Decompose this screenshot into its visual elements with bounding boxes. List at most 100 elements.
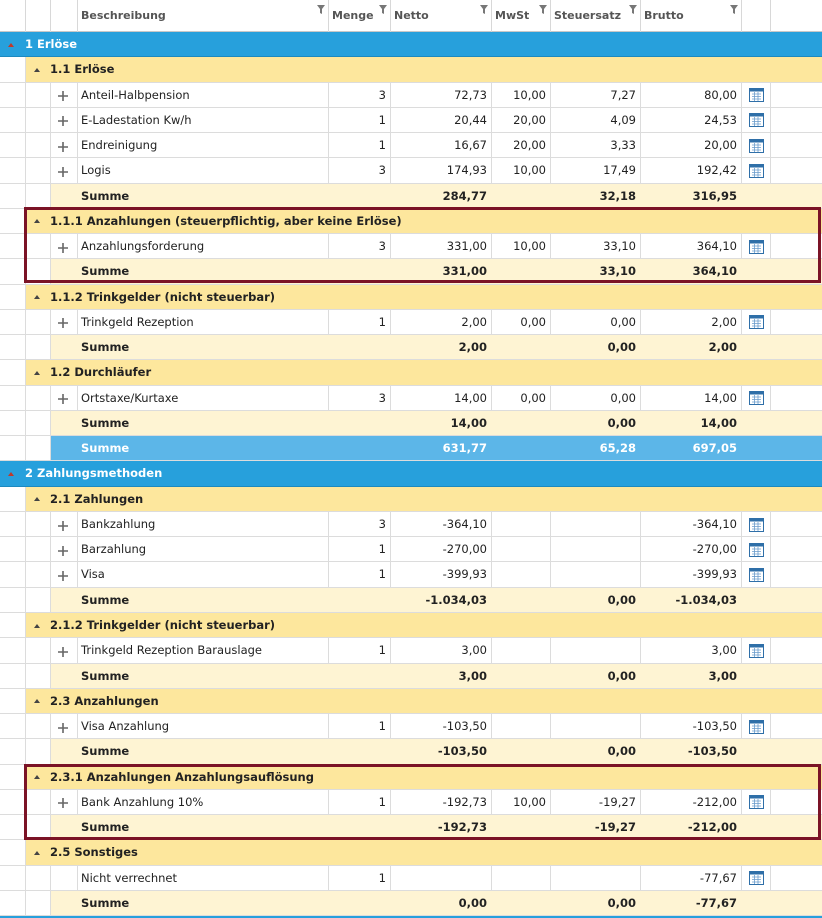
- item-value: 2,00: [461, 314, 487, 329]
- item-value: 0,00: [520, 390, 546, 405]
- expand-icon: [58, 797, 68, 809]
- group-title: 2.1.2 Trinkgelder (nicht steuerbar): [50, 617, 276, 632]
- grid-line: [491, 638, 492, 664]
- calendar-icon[interactable]: [749, 719, 764, 734]
- grid-line: [0, 384, 822, 386]
- calendar-icon[interactable]: [749, 795, 764, 810]
- item-value: 3,33: [610, 138, 636, 153]
- expand-icon: [58, 90, 68, 102]
- group-title: 1.1.1 Anzahlungen (steuerpflichtig, aber…: [50, 213, 402, 228]
- sum-row: [50, 663, 822, 689]
- grid-line: [25, 82, 26, 108]
- sum-row: [50, 739, 822, 765]
- grid-line: [50, 739, 51, 765]
- calendar-icon[interactable]: [749, 138, 764, 153]
- grid-line: [25, 739, 26, 765]
- grid-line: [0, 283, 822, 285]
- group-row: [25, 284, 822, 310]
- expand-icon: [58, 545, 68, 556]
- calendar-icon[interactable]: [749, 542, 764, 557]
- calendar-icon[interactable]: [749, 239, 764, 254]
- grid-line: [328, 82, 329, 108]
- grid-line: [0, 510, 822, 512]
- grid-line: [0, 106, 822, 108]
- grid-line: [50, 537, 51, 563]
- grid-line: [0, 788, 822, 790]
- grid-line: [0, 738, 822, 740]
- grid-line: [25, 764, 26, 790]
- sum-value: -19,27: [594, 820, 636, 835]
- item-value: 10,00: [513, 239, 546, 254]
- item-value: 0,00: [610, 390, 636, 405]
- filter-icon: [317, 3, 325, 14]
- grid-line: [25, 259, 26, 285]
- grid-line: [390, 158, 391, 184]
- section-row: [0, 32, 822, 58]
- item-value: 1: [378, 719, 386, 734]
- item-value: 1: [378, 567, 386, 582]
- group-title: 2.3.1 Anzahlungen Anzahlungsauflösung: [50, 769, 314, 784]
- grid-line: [328, 234, 329, 260]
- calendar-icon[interactable]: [749, 315, 764, 330]
- sum-value: 14,00: [700, 415, 737, 430]
- item-value: 10,00: [513, 794, 546, 809]
- grid-line: [770, 107, 771, 134]
- grid-line: [390, 865, 391, 891]
- calendar-icon[interactable]: [749, 163, 764, 178]
- calendar-icon[interactable]: [749, 517, 764, 532]
- grid-line: [640, 82, 641, 108]
- grid-line: [50, 714, 51, 740]
- sum-value: 14,00: [450, 415, 487, 430]
- calendar-icon[interactable]: [749, 113, 764, 128]
- section-title: 1 Erlöse: [25, 37, 78, 51]
- calendar-icon[interactable]: [749, 871, 764, 886]
- sum-value: 0,00: [458, 895, 487, 910]
- item-value: 7,27: [610, 87, 636, 102]
- grid-line: [25, 865, 26, 891]
- calendar-icon[interactable]: [749, 643, 764, 658]
- grid-line: [25, 486, 26, 512]
- grid-line: [77, 789, 78, 816]
- sum-value: 316,95: [692, 188, 737, 203]
- sum-value: 0,00: [607, 895, 636, 910]
- group-title: 2.3 Anzahlungen: [50, 693, 159, 708]
- grid-line: [77, 107, 78, 134]
- grid-line: [770, 537, 771, 563]
- grid-line: [770, 82, 771, 108]
- grid-line: [390, 0, 391, 32]
- sum-value: 3,00: [708, 668, 737, 683]
- sum-value: 364,10: [692, 264, 737, 279]
- collapse-arrow: [34, 497, 40, 502]
- calendar-icon[interactable]: [749, 568, 764, 583]
- grid-line: [25, 638, 26, 664]
- grid-line: [640, 0, 641, 32]
- item-value: 72,73: [454, 87, 487, 102]
- grid-line: [0, 889, 822, 891]
- sum-label: Summe: [81, 820, 130, 835]
- grid-line: [770, 0, 771, 32]
- grid-line: [741, 714, 742, 740]
- grid-line: [328, 309, 329, 336]
- grid-line: [640, 133, 641, 159]
- item-name: Visa: [81, 567, 105, 582]
- sum-row: [50, 890, 822, 917]
- grid-line: [0, 637, 822, 639]
- calendar-icon[interactable]: [749, 391, 764, 406]
- grid-line: [50, 335, 51, 361]
- expand-icon: [58, 242, 68, 253]
- grid-line: [25, 840, 26, 866]
- grid-line: [50, 436, 51, 462]
- grid-line: [77, 638, 78, 664]
- grid-line: [741, 789, 742, 816]
- grid-line: [770, 511, 771, 538]
- grid-line: [25, 158, 26, 184]
- grid-line: [25, 234, 26, 260]
- grid-line: [50, 133, 51, 159]
- column-header: Beschreibung: [81, 9, 166, 22]
- calendar-icon[interactable]: [749, 88, 764, 103]
- grid-line: [25, 663, 26, 689]
- grid-line: [0, 915, 822, 917]
- grid-line: [741, 158, 742, 184]
- sum-value: 331,00: [442, 264, 487, 279]
